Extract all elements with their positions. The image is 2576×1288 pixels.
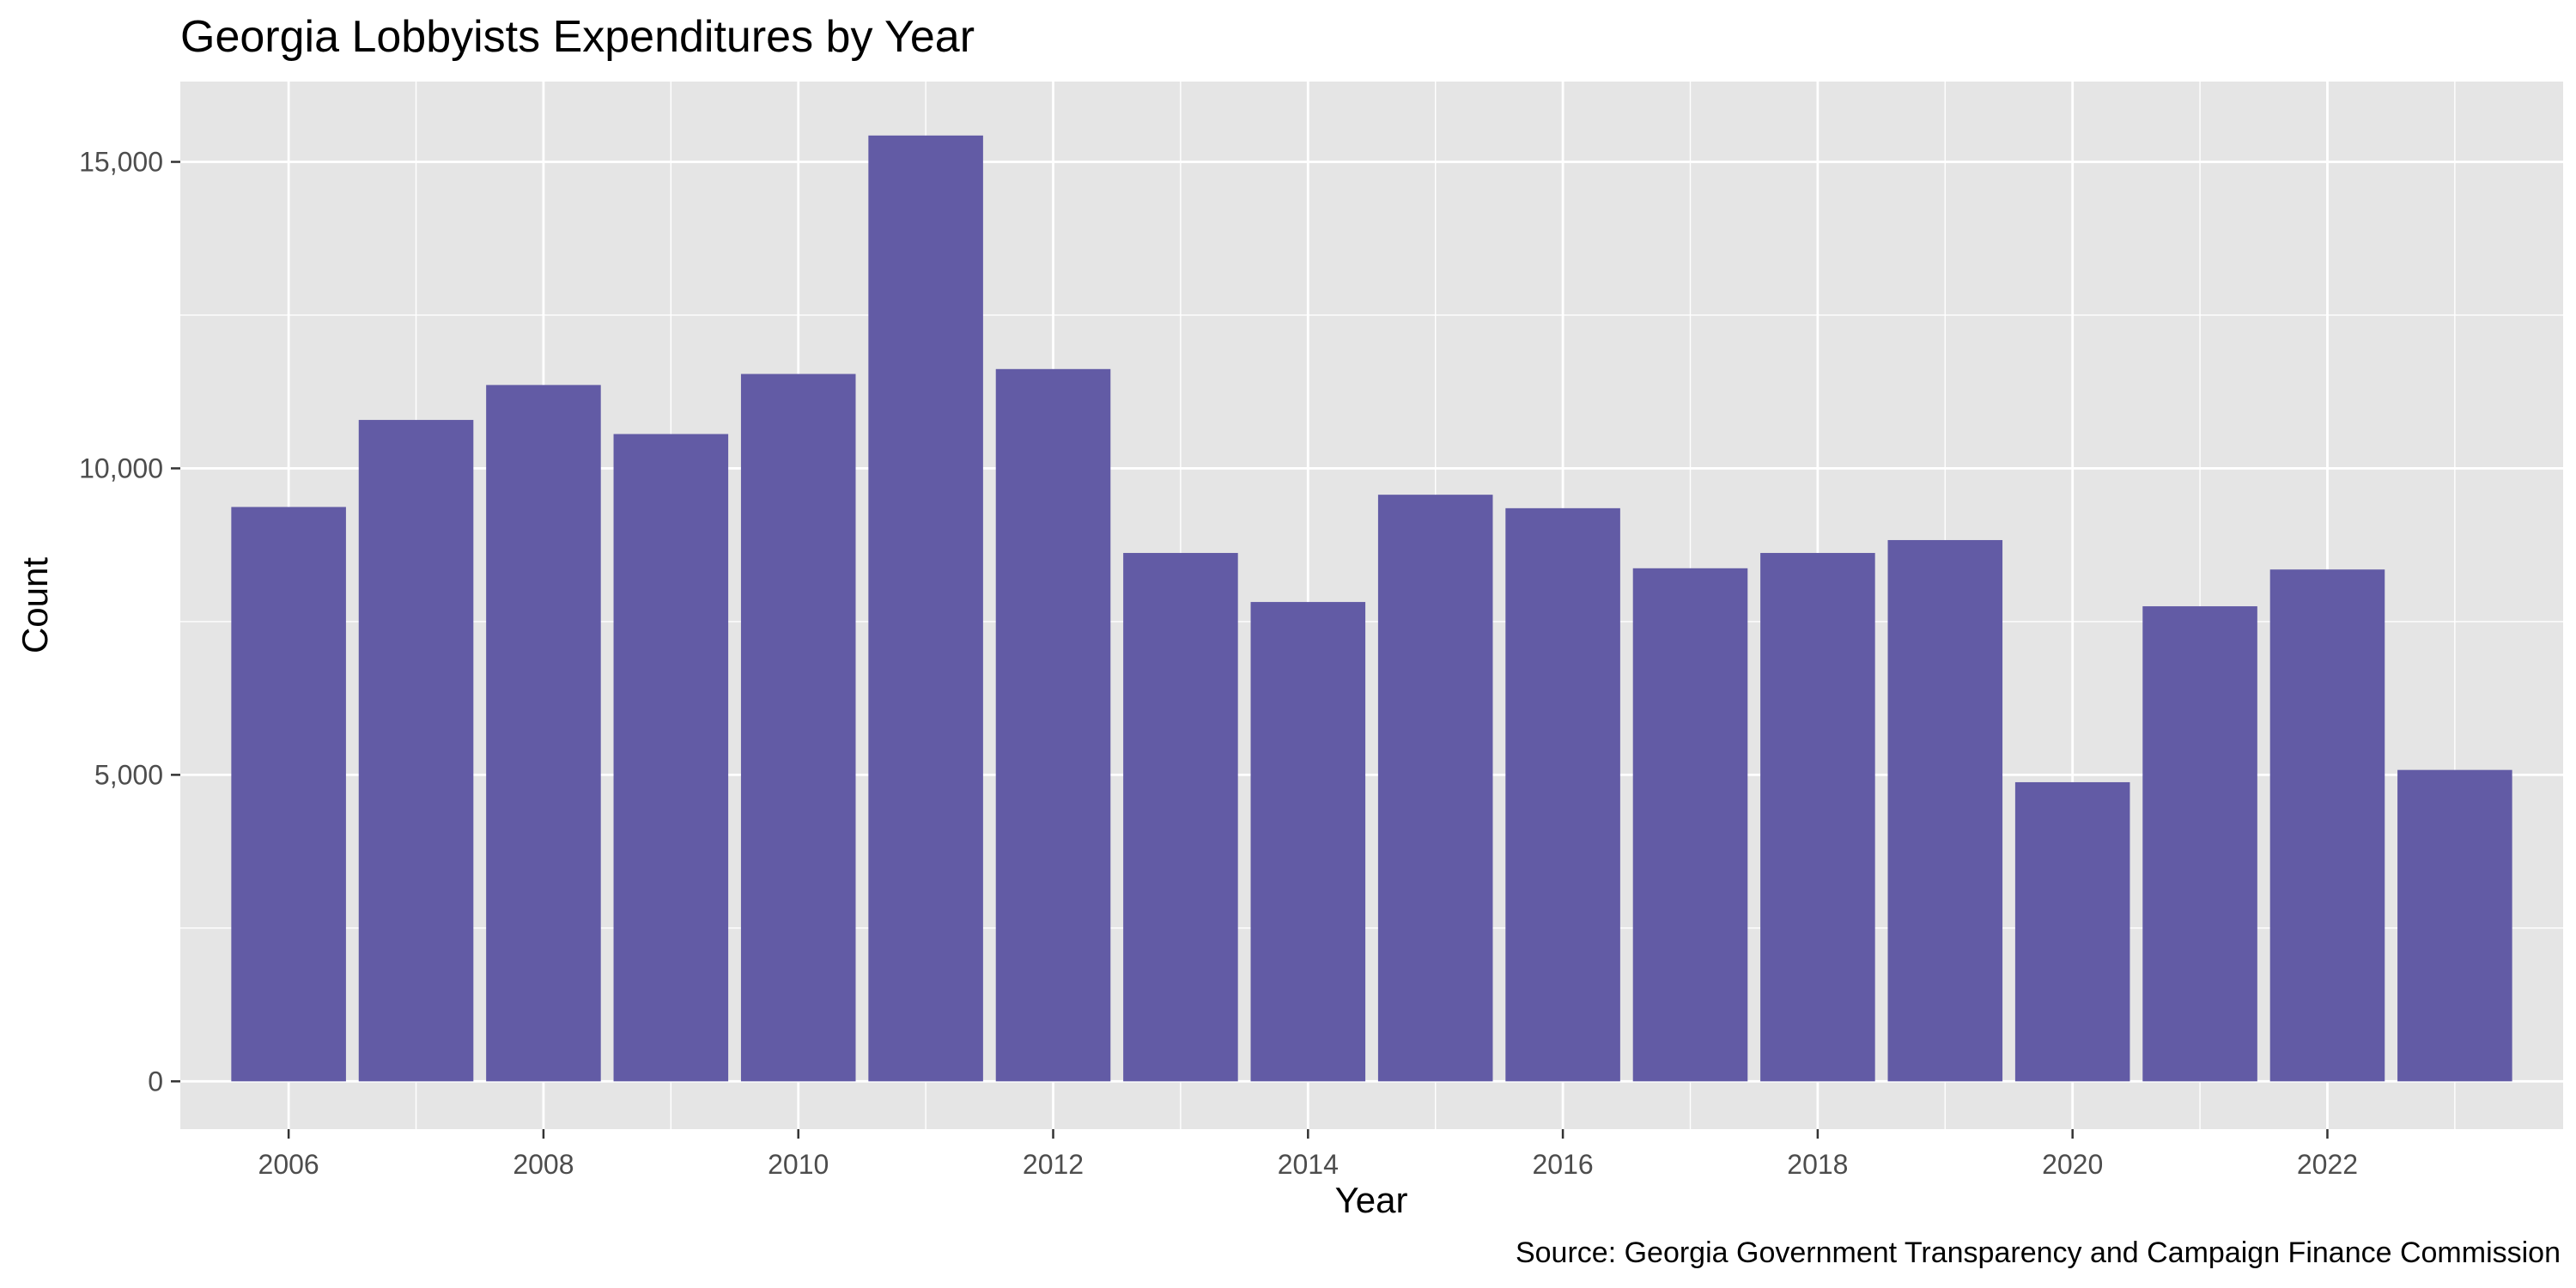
x-tick-label: 2014	[1278, 1149, 1339, 1180]
chart-title: Georgia Lobbyists Expenditures by Year	[180, 12, 975, 62]
x-axis-title: Year	[1335, 1180, 1408, 1220]
y-tick-label: 5,000	[94, 759, 163, 790]
x-tick-label: 2016	[1532, 1149, 1593, 1180]
y-tick-label: 10,000	[79, 453, 163, 483]
x-tick-label: 2010	[768, 1149, 829, 1180]
y-tick-label: 15,000	[79, 147, 163, 178]
bars	[231, 135, 2512, 1082]
bar-2006	[231, 507, 346, 1082]
bar-2020	[2014, 781, 2130, 1082]
source-caption: Source: Georgia Government Transparency …	[1516, 1236, 2561, 1269]
x-tick-label: 2022	[2297, 1149, 2358, 1180]
x-axis: 2006 2008 2010 2012 2014 2016 2018 2020 2022	[258, 1129, 2358, 1180]
bar-2021	[2142, 606, 2257, 1082]
x-tick-label: 2008	[513, 1149, 574, 1180]
x-tick-label: 2012	[1023, 1149, 1084, 1180]
bar-2012	[995, 368, 1111, 1082]
y-tick-label: 0	[148, 1066, 163, 1097]
bar-2008	[486, 385, 601, 1082]
bar-2019	[1887, 539, 2003, 1082]
bar-2007	[358, 420, 474, 1082]
x-tick-label: 2006	[258, 1149, 319, 1180]
bar-2016	[1505, 507, 1620, 1082]
bar-2017	[1632, 568, 1748, 1082]
x-tick-label: 2018	[1787, 1149, 1848, 1180]
y-axis: 0 5,000 10,000 15,000	[79, 147, 180, 1097]
bar-2014	[1250, 602, 1366, 1082]
bar-2022	[2269, 569, 2385, 1082]
bar-2011	[868, 135, 983, 1082]
bar-2023	[2397, 769, 2512, 1082]
x-tick-label: 2020	[2042, 1149, 2103, 1180]
bar-2010	[740, 374, 856, 1082]
bar-2018	[1760, 552, 1875, 1082]
y-axis-title: Count	[15, 557, 55, 653]
bar-2009	[613, 434, 729, 1082]
bar-2015	[1377, 495, 1493, 1082]
bar-2013	[1123, 552, 1238, 1082]
